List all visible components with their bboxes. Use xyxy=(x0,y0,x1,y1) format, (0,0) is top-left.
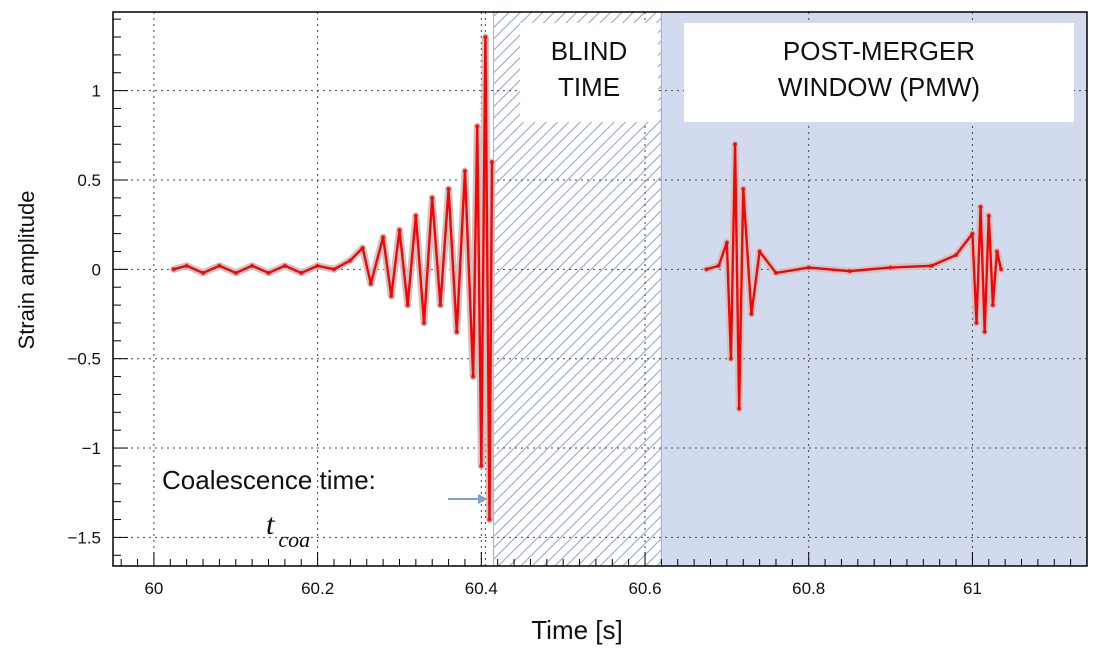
signal-point xyxy=(380,234,386,240)
x-tick-label: 60.2 xyxy=(301,579,334,598)
y-tick-label: 0 xyxy=(92,260,101,279)
frame-layer xyxy=(112,11,1088,567)
signal-point xyxy=(397,227,402,233)
signal-point xyxy=(741,186,746,192)
blind-time-label-line: BLIND xyxy=(551,36,628,66)
signal-point xyxy=(986,213,991,218)
signal-point xyxy=(299,270,304,276)
signal-point xyxy=(994,249,1000,254)
signal-point xyxy=(348,258,353,263)
signal-point xyxy=(360,245,365,251)
signal-point xyxy=(487,517,492,522)
signal-point xyxy=(430,195,435,201)
signal-point xyxy=(724,240,730,245)
signal-point xyxy=(757,249,762,254)
x-tick-label: 60.6 xyxy=(628,579,661,598)
blind-time-label-background xyxy=(520,23,658,122)
coalescence-arrow xyxy=(448,494,488,504)
signal-point xyxy=(489,159,495,165)
x-tick-label: 60.8 xyxy=(792,579,825,598)
signal-point xyxy=(475,124,480,129)
y-tick-label: 0.5 xyxy=(77,171,101,190)
x-tick-label: 61 xyxy=(963,579,982,598)
blind-time-label-line: TIME xyxy=(558,72,620,102)
signal-point xyxy=(331,267,337,272)
signal-point xyxy=(249,263,255,268)
coalescence-symbol: t coa xyxy=(266,508,310,552)
signal-point xyxy=(847,268,852,274)
y-tick-label: −0.5 xyxy=(67,350,101,369)
y-tick-label: −1.5 xyxy=(67,528,101,547)
signal-point xyxy=(282,263,288,268)
signal-point xyxy=(974,320,979,326)
signal-point xyxy=(728,356,734,361)
labels-layer: BLIND TIME POST-MERGER WINDOW (PMW) xyxy=(520,23,1074,122)
signal-point xyxy=(171,267,176,272)
signal-point xyxy=(315,263,320,268)
signal-point xyxy=(421,320,427,326)
signal-point xyxy=(454,329,459,335)
signal-point xyxy=(479,463,484,469)
coalescence-time-label: Coalescence time: xyxy=(162,465,376,495)
signal-point xyxy=(749,311,754,317)
signal-point xyxy=(953,252,959,258)
y-axis-label: Strain amplitude xyxy=(14,191,39,350)
signal-point xyxy=(462,168,468,174)
signal-point xyxy=(990,302,996,308)
signal-point xyxy=(978,204,983,209)
post-merger-window-label-background xyxy=(684,23,1074,122)
signal-point xyxy=(266,270,271,276)
signal-point xyxy=(732,142,738,147)
signal-point xyxy=(998,267,1004,272)
signal-point xyxy=(438,302,443,308)
signal-point xyxy=(773,270,779,276)
signal-point xyxy=(716,263,721,268)
y-tick-label: 1 xyxy=(92,82,101,101)
signal-point xyxy=(446,186,451,192)
signal-point xyxy=(217,263,222,268)
signal-point xyxy=(184,263,189,268)
post-merger-window-label-line: WINDOW (PMW) xyxy=(778,72,980,102)
signal-point xyxy=(413,213,419,218)
signal-point xyxy=(405,302,410,308)
signal-point xyxy=(982,329,987,335)
signal-point xyxy=(704,267,709,272)
signal-point xyxy=(888,265,893,270)
x-axis-label: Time [s] xyxy=(531,615,622,645)
series-layer xyxy=(170,33,1005,524)
post-merger-window-label-box: POST-MERGER WINDOW (PMW) xyxy=(684,23,1074,122)
signal-point xyxy=(470,374,476,379)
coalescence-annotation: Coalescence time: t coa xyxy=(162,465,488,552)
signal-point xyxy=(368,281,374,286)
signal-point xyxy=(929,263,934,268)
y-tick-label: −1 xyxy=(82,439,101,458)
plot-frame xyxy=(112,11,1088,567)
x-tick-label: 60 xyxy=(144,579,163,598)
signal-point xyxy=(970,231,975,236)
signal-point xyxy=(200,270,206,276)
blind-time-label-box: BLIND TIME xyxy=(520,23,658,122)
signal-point xyxy=(233,270,238,276)
signal-point xyxy=(806,265,811,270)
signal-point xyxy=(736,406,742,411)
x-tick-label: 60.4 xyxy=(465,579,498,598)
uncertainty-band-segment xyxy=(170,33,496,524)
ticks-layer: 60 60.2 60.4 60.6 60.8 61 −1.5 −1 −0.5 0 0.5 1 xyxy=(67,18,1088,598)
post-merger-window-label-line: POST-MERGER xyxy=(783,36,975,66)
signal-point xyxy=(483,34,488,40)
signal-point xyxy=(389,293,394,299)
